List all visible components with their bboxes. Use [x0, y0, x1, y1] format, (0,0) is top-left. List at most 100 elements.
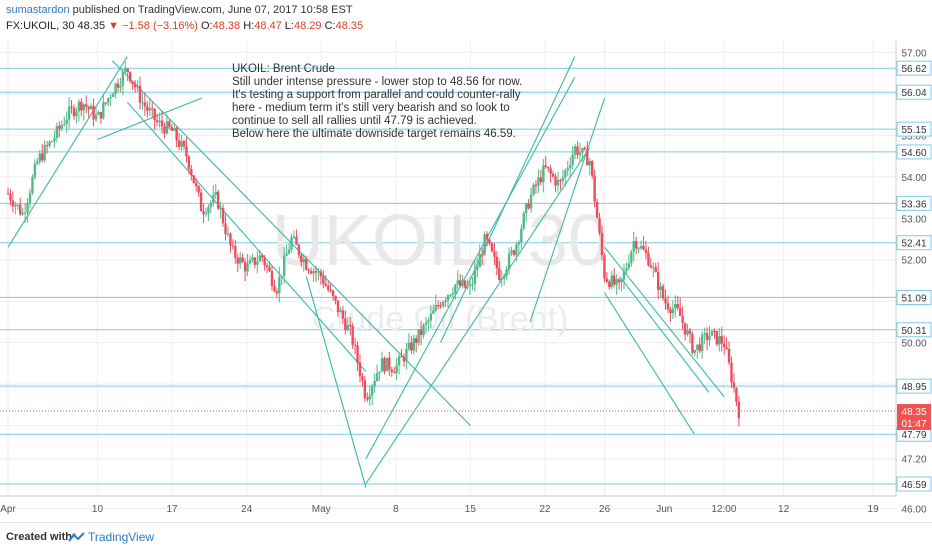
- author-link[interactable]: sumastardon: [6, 4, 70, 16]
- change-value: ▼ −1.58 (−3.16%): [108, 20, 198, 32]
- candle-body: [686, 330, 689, 335]
- candle-body: [148, 108, 151, 111]
- trendline-11[interactable]: [604, 292, 695, 435]
- candle-body: [280, 275, 283, 277]
- candle-body: [305, 259, 308, 270]
- candle-body: [33, 163, 37, 178]
- candle-body: [478, 254, 481, 268]
- candle-body: [14, 204, 17, 207]
- candle-body: [16, 204, 19, 206]
- candle-body: [356, 345, 359, 363]
- candle-body: [26, 202, 29, 213]
- candle-body: [551, 173, 555, 177]
- candle-body: [718, 336, 721, 345]
- candle-body: [263, 257, 266, 266]
- candle-body: [598, 217, 601, 233]
- candle-body: [456, 280, 459, 285]
- annotation-line-1: Still under intense pressure - lower sto…: [232, 76, 522, 88]
- candle-body: [517, 241, 521, 245]
- candle-body: [468, 284, 472, 286]
- y-tick-2: 55.00: [901, 131, 926, 142]
- trendline-4[interactable]: [305, 276, 367, 488]
- candle-body: [451, 293, 455, 295]
- trendline-6[interactable]: [365, 77, 576, 459]
- annotation-line-4: continue to sell all rallies until 47.79…: [232, 115, 477, 127]
- trendline-5[interactable]: [365, 147, 591, 484]
- level-label-box-6: [896, 289, 932, 305]
- candle-body: [309, 270, 313, 274]
- candle-body: [329, 289, 332, 291]
- candle-body: [273, 285, 276, 292]
- candle-body: [412, 338, 415, 351]
- candle-body: [439, 305, 442, 307]
- candle-body: [41, 153, 44, 161]
- candle-body: [390, 369, 393, 372]
- candle-body: [683, 322, 687, 335]
- candle-body: [70, 106, 73, 108]
- last-value: 48.35: [77, 20, 106, 32]
- candle-body: [53, 137, 56, 142]
- candle-body: [89, 105, 93, 110]
- candle-body: [566, 168, 569, 171]
- candle-body: [28, 193, 32, 203]
- candle-body: [65, 119, 68, 125]
- candle-body: [23, 212, 27, 214]
- candle-body: [681, 315, 684, 323]
- trendline-10[interactable]: [619, 275, 710, 393]
- candle-body: [373, 380, 376, 387]
- trendline-7[interactable]: [440, 56, 576, 343]
- candle-body: [476, 267, 479, 271]
- candle-body: [324, 283, 327, 286]
- candle-body: [571, 154, 574, 166]
- candle-body: [380, 358, 384, 372]
- trendline-3[interactable]: [126, 101, 367, 373]
- symbol[interactable]: FX:UKOIL, 30: [6, 20, 75, 32]
- candle-body: [327, 285, 330, 290]
- candle-body: [422, 325, 425, 336]
- candle-body: [705, 333, 709, 341]
- candle-body: [187, 156, 191, 169]
- watermark-symbol: UKOIL, 30: [272, 201, 608, 281]
- trendline-8[interactable]: [529, 97, 606, 323]
- candle-body: [524, 203, 528, 214]
- candle-body: [480, 254, 484, 256]
- candle-body: [583, 147, 587, 150]
- tradingview-link[interactable]: TradingView: [88, 530, 155, 544]
- candle-body: [698, 344, 701, 352]
- candle-body: [67, 106, 71, 120]
- low-label: L:: [284, 20, 294, 32]
- candle-body: [473, 270, 477, 285]
- candle-body: [182, 141, 186, 147]
- candle-body: [241, 257, 244, 262]
- candle-body: [559, 179, 562, 181]
- level-label-2: 55.15: [901, 125, 926, 136]
- candle-body: [603, 255, 606, 279]
- time-axis[interactable]: Apr 10 17 24 May 8 15 22 26 Jun 12:00 12 19: [0, 504, 879, 515]
- candle-body: [60, 125, 63, 129]
- x-tick-6: 15: [465, 504, 477, 515]
- level-label-box-10: [896, 476, 932, 492]
- open-value: 48.38: [212, 20, 241, 32]
- candle-body: [556, 179, 560, 186]
- countdown-label: 01:47: [901, 419, 926, 430]
- candle-body: [405, 348, 408, 362]
- candle-body: [168, 121, 171, 128]
- candle-body: [515, 244, 518, 255]
- candle-body: [656, 271, 660, 291]
- footer: Created with TradingView: [0, 522, 932, 551]
- candle-body: [612, 275, 616, 285]
- candle-body: [471, 284, 474, 286]
- candle-body: [605, 278, 609, 282]
- candle-body: [647, 253, 650, 266]
- y-tick-11: 46.00: [901, 504, 926, 515]
- candle-body: [258, 255, 261, 262]
- high-label: H:: [243, 20, 255, 32]
- candle-body: [429, 313, 433, 321]
- candle-body: [297, 244, 301, 256]
- candle-body: [615, 279, 618, 285]
- trendline-1[interactable]: [97, 97, 203, 141]
- candle-body: [735, 387, 738, 402]
- candle-body: [21, 212, 24, 215]
